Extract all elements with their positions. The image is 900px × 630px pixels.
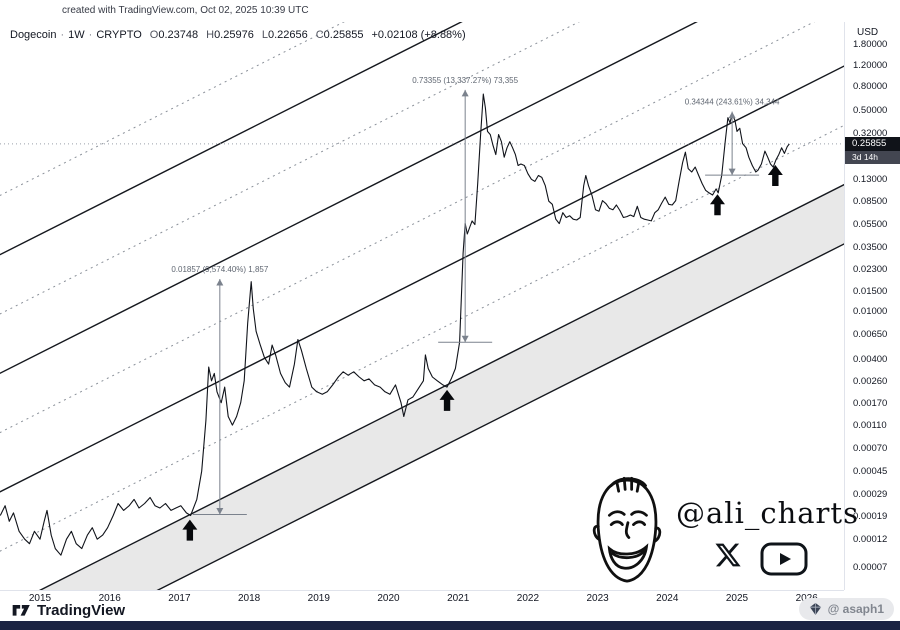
asaph1-handle: @ asaph1 [827, 602, 884, 616]
price-tick-label: 0.13000 [853, 174, 888, 186]
price-tick-label: 0.00400 [853, 353, 888, 365]
symbol-exchange: CRYPTO [96, 29, 142, 41]
change-value: +0.02108 (+8.88%) [371, 29, 466, 41]
channel-line[interactable] [0, 0, 845, 406]
price-range-measurement[interactable]: 0.34344 (243.61%) 34,344 [685, 98, 780, 176]
price-tick-label: 0.02300 [853, 263, 888, 275]
channel-line[interactable] [0, 0, 845, 465]
created-with-caption: created with TradingView.com, Oct 02, 20… [62, 5, 309, 16]
open-value: 0.23748 [158, 29, 199, 41]
year-tick-label: 2021 [447, 593, 470, 604]
price-axis[interactable]: 1.80000 1.20000 0.80000 0.50000 0.32000 0.130… [845, 0, 900, 590]
youtube-logo-icon [760, 542, 808, 576]
price-tick-label: 0.01500 [853, 285, 888, 297]
support-touch-arrow[interactable] [709, 194, 725, 216]
price-tick-label: 0.03500 [853, 241, 888, 253]
time-axis-separator [0, 590, 844, 591]
support-touch-arrow[interactable] [182, 519, 198, 541]
price-tick-label: 0.80000 [853, 80, 888, 92]
ali-charts-handle: @ali_charts [676, 496, 859, 530]
last-price-badge: 0.25855 [845, 136, 900, 151]
year-tick-label: 2020 [377, 593, 400, 604]
price-range-measurement[interactable]: 0.01857 (9,574.40%) 1,857 [171, 265, 269, 515]
close-label: C [315, 29, 324, 41]
legend-separator: · [60, 29, 65, 41]
price-tick-label: 0.00070 [853, 443, 888, 455]
symbol-name: Dogecoin [10, 29, 57, 41]
bar-close-countdown: 3d 14h [845, 151, 900, 165]
price-tick-label: 0.00110 [853, 420, 887, 432]
symbol-legend[interactable]: Dogecoin · 1W · CRYPTO O0.23748 H0.25976 L0.226… [10, 29, 466, 41]
open-label: O [149, 29, 159, 41]
year-tick-label: 2025 [725, 593, 749, 604]
channel-line[interactable] [0, 95, 845, 584]
price-tick-label: 0.00170 [853, 397, 888, 409]
tradingview-logo[interactable]: TradingView [10, 600, 125, 620]
price-range-label: 0.34344 (243.61%) 34,344 [685, 98, 780, 107]
year-tick-label: 2016 [98, 593, 121, 604]
high-value: 0.25976 [214, 29, 254, 41]
tradingview-logo-icon [12, 605, 30, 616]
price-range-label: 0.01857 (9,574.40%) 1,857 [171, 265, 269, 274]
year-tick-label: 2023 [586, 593, 609, 604]
tradingview-logo-text: TradingView [37, 601, 126, 619]
low-label: L [261, 29, 268, 41]
close-value: 0.25855 [323, 29, 364, 41]
channel-line[interactable] [0, 154, 845, 592]
high-label: H [206, 29, 215, 41]
price-tick-label: 1.20000 [853, 59, 888, 71]
price-axis-separator [844, 22, 845, 590]
price-axis-currency-label: USD [857, 27, 879, 38]
asaph1-badge: @ asaph1 [798, 598, 894, 620]
price-series-path [0, 93, 790, 556]
chart-canvas[interactable]: 0.01857 (9,574.40%) 1,857 0.73355 (13,337… [0, 0, 845, 592]
price-tick-label: 0.00260 [853, 375, 888, 387]
bottom-bar [0, 621, 900, 630]
low-value: 0.22656 [267, 29, 308, 41]
price-range-measurement[interactable]: 0.73355 (13,337.27%) 73,355 [412, 76, 519, 343]
price-range-label: 0.73355 (13,337.27%) 73,355 [412, 76, 518, 85]
price-tick-label: 0.08500 [853, 196, 888, 208]
time-axis[interactable]: 2015 2016 2017 2018 2019 2020 2021 2022 2023 2024… [0, 590, 845, 610]
ali-charts-face-sketch [592, 476, 662, 583]
year-tick-label: 2015 [28, 593, 52, 604]
x-logo-icon [715, 543, 741, 567]
price-tick-label: 0.00019 [853, 510, 888, 522]
price-tick-label: 0.00650 [853, 328, 888, 340]
channel-line[interactable] [0, 36, 845, 525]
price-tick-label: 1.80000 [853, 39, 888, 50]
price-tick-label: 0.01000 [853, 306, 888, 318]
channel-line[interactable] [0, 0, 845, 347]
support-touch-arrow[interactable] [767, 165, 783, 187]
channel-line[interactable] [0, 0, 845, 287]
channel-line[interactable] [0, 214, 845, 592]
symbol-interval: 1W [68, 29, 85, 41]
price-tick-label: 0.00029 [853, 488, 888, 500]
price-tick-label: 0.05500 [853, 218, 888, 230]
year-tick-label: 2017 [168, 593, 191, 604]
price-tick-label: 0.00007 [853, 561, 888, 573]
year-tick-label: 2018 [237, 593, 261, 604]
channel-line[interactable] [0, 0, 845, 228]
legend-separator: · [88, 29, 93, 41]
price-tick-label: 0.00045 [853, 466, 888, 478]
year-tick-label: 2022 [516, 593, 540, 604]
price-tick-label: 0.50000 [853, 104, 888, 116]
year-tick-label: 2024 [656, 593, 679, 604]
price-tick-label: 0.32000 [853, 127, 888, 139]
price-tick-label: 0.00012 [853, 534, 888, 546]
gem-icon [809, 602, 821, 616]
support-touch-arrow[interactable] [439, 389, 455, 411]
year-tick-label: 2019 [307, 593, 330, 604]
